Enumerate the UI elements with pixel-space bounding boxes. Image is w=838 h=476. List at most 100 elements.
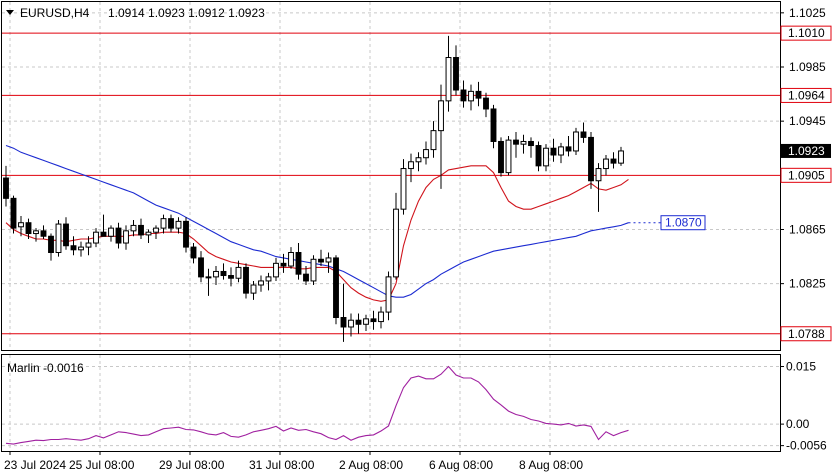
- candle: [303, 266, 309, 286]
- candle-body-bearish: [25, 222, 32, 235]
- time-tick-label: 31 Jul 08:00: [249, 458, 315, 472]
- candle-body-bullish: [400, 168, 407, 210]
- candle: [130, 220, 137, 237]
- candle-body-bullish: [258, 280, 264, 286]
- candle: [505, 136, 512, 176]
- candle-body-bearish: [333, 257, 339, 319]
- candle-body-bearish: [138, 224, 144, 236]
- candle-body-bullish: [18, 222, 24, 228]
- candle-body-bullish: [393, 208, 399, 278]
- candle-body-bearish: [483, 97, 489, 110]
- level-price-label: 1.0788: [788, 327, 825, 341]
- candle: [610, 152, 617, 169]
- candle: [250, 280, 257, 300]
- grid: [2, 2, 780, 451]
- candle: [190, 243, 197, 264]
- candle: [528, 137, 534, 158]
- candle: [580, 122, 587, 143]
- candle: [40, 225, 47, 239]
- marlin-oscillator: [5, 365, 629, 445]
- candle: [310, 255, 317, 286]
- candle: [115, 222, 122, 249]
- candle: [18, 215, 24, 237]
- candle: [288, 247, 294, 269]
- candle: [618, 146, 624, 166]
- dropdown-arrow-icon[interactable]: [6, 10, 14, 15]
- candle-body-bullish: [85, 242, 92, 248]
- price-tick-label: 1.0945: [789, 114, 826, 128]
- candle-body-bearish: [355, 319, 362, 325]
- blue-line-price-label: 1.0870: [665, 216, 702, 230]
- candle: [483, 92, 489, 118]
- candle: [385, 271, 392, 321]
- level-price-box: [780, 25, 832, 41]
- candle: [138, 218, 144, 239]
- candle: [325, 252, 332, 273]
- candle: [423, 141, 429, 165]
- candle-body-bullish: [363, 318, 369, 325]
- candle-body-bullish: [153, 227, 159, 233]
- candle: [33, 228, 39, 242]
- candle: [370, 310, 377, 330]
- candle-body-bearish: [460, 89, 467, 102]
- candle-body-bearish: [453, 57, 459, 91]
- candle: [235, 260, 242, 283]
- candle: [3, 165, 9, 207]
- candle-body-bullish: [265, 276, 272, 282]
- level-price-label: 1.0964: [788, 88, 825, 102]
- candle-body-bearish: [63, 223, 69, 247]
- candle-body-bullish: [595, 168, 602, 182]
- candle-body-bearish: [340, 317, 347, 328]
- candle: [85, 236, 92, 256]
- candle: [108, 225, 114, 242]
- candle: [333, 255, 339, 325]
- level-price-label: 1.0905: [788, 168, 825, 182]
- candle-body-bullish: [93, 231, 99, 244]
- oscillator-tick-label: -0.0056: [786, 439, 827, 453]
- candle-body-bearish: [513, 139, 519, 145]
- candle-body-bearish: [40, 230, 47, 237]
- candle-body-bullish: [430, 130, 437, 151]
- candle-body-bullish: [438, 100, 444, 132]
- candle: [280, 253, 287, 273]
- candle: [213, 266, 219, 286]
- candle: [183, 217, 189, 253]
- candle-body-bullish: [468, 90, 474, 102]
- candle-body-bearish: [190, 246, 197, 259]
- candle-body-bullish: [603, 158, 609, 170]
- candle: [348, 313, 354, 337]
- candle-body-bullish: [543, 147, 549, 167]
- candle-body-bearish: [498, 140, 504, 174]
- candle: [513, 131, 519, 158]
- candle-body-bearish: [100, 231, 107, 237]
- candle: [100, 214, 107, 237]
- candle: [535, 141, 542, 172]
- candle-body-bearish: [115, 227, 122, 244]
- candle-body-bearish: [610, 158, 617, 164]
- candle: [175, 217, 182, 234]
- oscillator-tick-label: 0.00: [786, 417, 810, 431]
- candle-body-bearish: [295, 252, 302, 275]
- candle: [228, 267, 234, 287]
- candle-body-bearish: [490, 108, 497, 142]
- candle: [168, 214, 174, 233]
- candle: [378, 306, 384, 329]
- candle: [243, 263, 249, 299]
- candle: [198, 251, 204, 283]
- time-axis: 23 Jul 2024 25 Jul 08:00 29 Jul 08:00 31 Ju…: [4, 451, 583, 472]
- level-price-box: [780, 87, 832, 103]
- candle: [63, 217, 69, 250]
- candle: [475, 81, 482, 107]
- candle-body-bearish: [535, 145, 542, 167]
- candle-body-bullish: [415, 157, 422, 163]
- candle-body-bullish: [78, 246, 84, 251]
- candle: [415, 152, 422, 172]
- candle-body-bearish: [528, 140, 534, 147]
- candlesticks: [3, 35, 624, 342]
- candle-body-bearish: [220, 270, 227, 277]
- candle: [468, 84, 474, 111]
- candle-body-bullish: [505, 139, 512, 174]
- candle: [573, 127, 579, 156]
- candle-body-bearish: [588, 136, 594, 182]
